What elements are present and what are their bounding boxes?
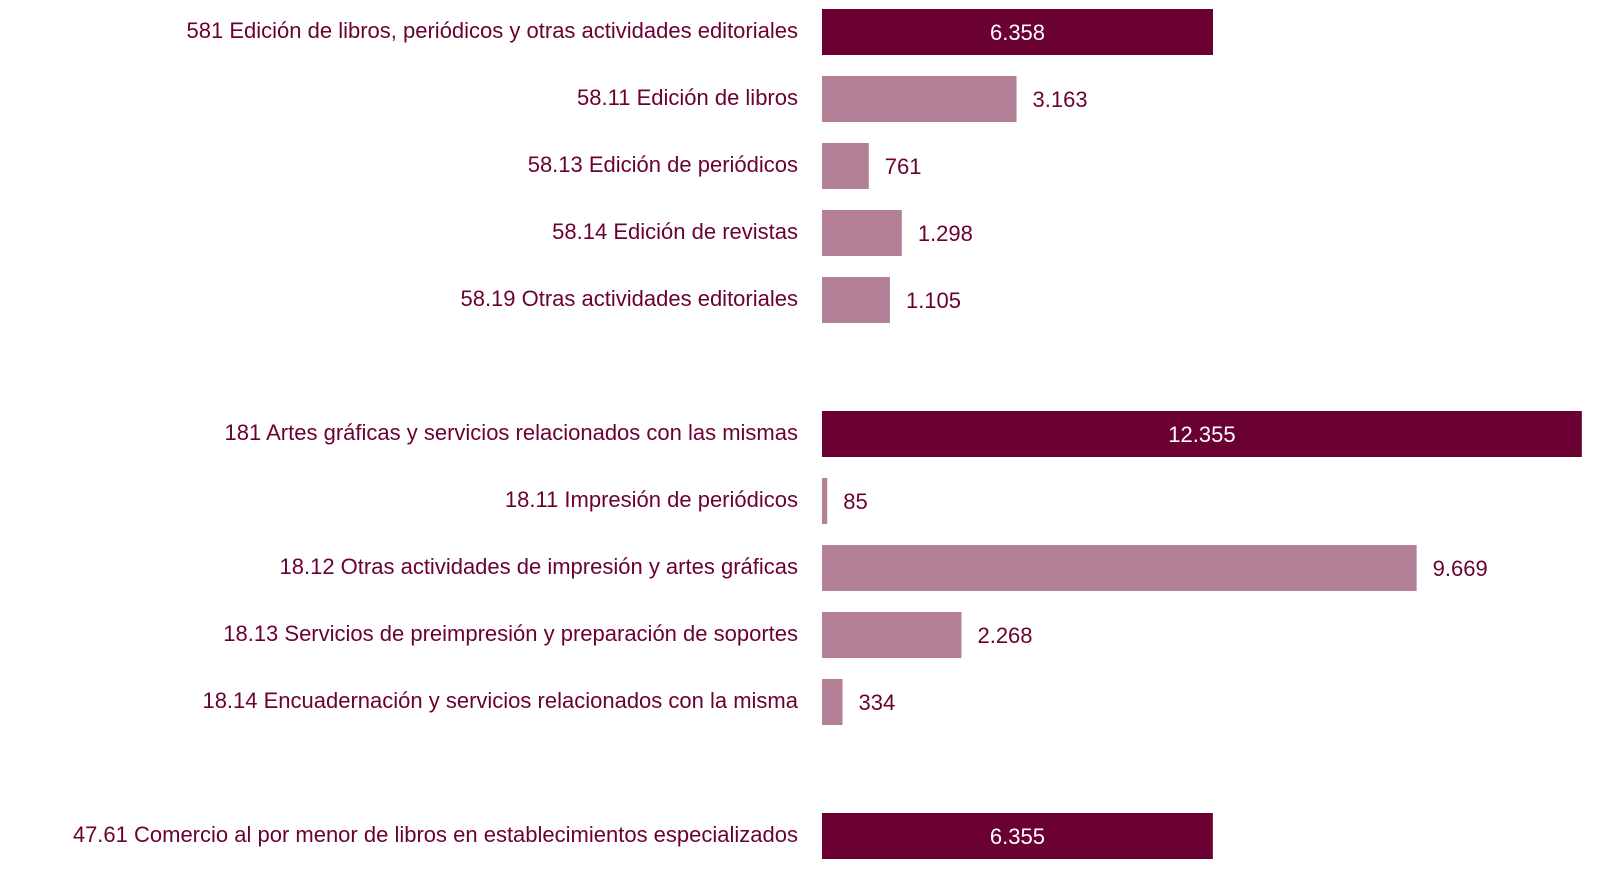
value-label: 85 [843, 489, 867, 514]
bar [822, 679, 843, 725]
bar [822, 277, 890, 323]
bar [822, 478, 828, 524]
value-label: 9.669 [1433, 556, 1488, 581]
value-label: 1.298 [918, 221, 973, 246]
bar [822, 76, 1017, 122]
category-label: 18.12 Otras actividades de impresión y a… [280, 554, 798, 579]
bar [822, 143, 869, 189]
category-label: 58.14 Edición de revistas [552, 219, 798, 244]
value-label: 334 [859, 690, 896, 715]
bar [822, 813, 1213, 859]
value-label: 2.268 [977, 623, 1032, 648]
category-label: 18.13 Servicios de preimpresión y prepar… [223, 621, 798, 646]
bar [822, 9, 1214, 55]
category-label: 58.19 Otras actividades editoriales [460, 286, 798, 311]
bar [822, 612, 962, 658]
value-label: 12.355 [1168, 422, 1235, 447]
value-label: 761 [885, 154, 922, 179]
category-label: 58.13 Edición de periódicos [528, 152, 798, 177]
value-label: 3.163 [1033, 87, 1088, 112]
category-label: 47.61 Comercio al por menor de libros en… [73, 822, 798, 847]
category-label: 581 Edición de libros, periódicos y otra… [187, 18, 798, 43]
bar [822, 210, 902, 256]
bar [822, 411, 1582, 457]
value-label: 6.358 [990, 20, 1045, 45]
bar [822, 545, 1417, 591]
category-label: 181 Artes gráficas y servicios relaciona… [225, 420, 798, 445]
value-label: 1.105 [906, 288, 961, 313]
category-label: 58.11 Edición de libros [577, 85, 798, 110]
category-label: 18.14 Encuadernación y servicios relacio… [202, 688, 798, 713]
category-label: 18.11 Impresión de periódicos [505, 487, 798, 512]
value-label: 6.355 [990, 824, 1045, 849]
